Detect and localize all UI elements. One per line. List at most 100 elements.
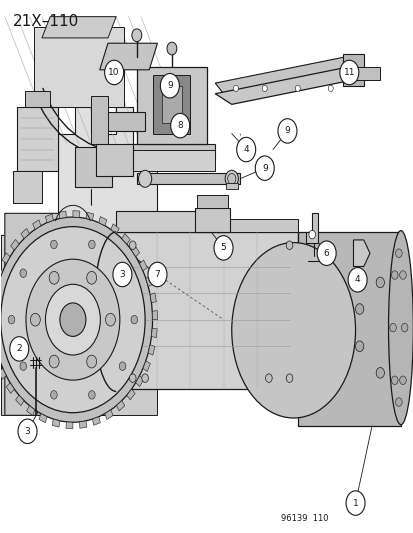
Circle shape xyxy=(104,60,123,85)
Circle shape xyxy=(86,271,96,284)
Circle shape xyxy=(147,262,166,287)
Circle shape xyxy=(113,262,132,287)
Circle shape xyxy=(328,85,332,92)
Text: 11: 11 xyxy=(343,68,354,77)
Circle shape xyxy=(131,316,137,324)
Polygon shape xyxy=(66,422,73,429)
Circle shape xyxy=(86,355,96,368)
Circle shape xyxy=(277,119,296,143)
Circle shape xyxy=(375,368,384,378)
Circle shape xyxy=(236,138,255,162)
Text: 8: 8 xyxy=(177,121,183,130)
Circle shape xyxy=(355,304,363,314)
Polygon shape xyxy=(225,182,237,189)
Circle shape xyxy=(339,60,358,85)
Polygon shape xyxy=(45,214,53,223)
Circle shape xyxy=(1,227,145,413)
Polygon shape xyxy=(26,406,35,416)
Text: 6: 6 xyxy=(323,249,329,258)
Circle shape xyxy=(45,284,100,355)
Polygon shape xyxy=(75,147,112,187)
Text: 2: 2 xyxy=(17,344,22,353)
Circle shape xyxy=(265,374,271,382)
Polygon shape xyxy=(137,173,240,184)
Polygon shape xyxy=(100,112,145,131)
Text: 9: 9 xyxy=(284,126,290,135)
Circle shape xyxy=(166,42,176,55)
Circle shape xyxy=(20,269,26,278)
Circle shape xyxy=(285,241,292,249)
Text: 5: 5 xyxy=(220,244,226,253)
Circle shape xyxy=(20,362,26,370)
Polygon shape xyxy=(17,107,58,171)
Circle shape xyxy=(285,374,292,382)
Polygon shape xyxy=(305,213,318,243)
Ellipse shape xyxy=(231,243,355,418)
Polygon shape xyxy=(227,219,297,232)
Circle shape xyxy=(353,279,363,292)
Polygon shape xyxy=(16,395,24,406)
Polygon shape xyxy=(142,361,150,372)
Circle shape xyxy=(119,362,126,370)
Text: 10: 10 xyxy=(108,68,120,77)
Polygon shape xyxy=(111,224,119,234)
Text: 4: 4 xyxy=(243,145,248,154)
Polygon shape xyxy=(353,240,369,266)
Circle shape xyxy=(255,156,273,180)
Text: 4: 4 xyxy=(354,275,360,284)
Circle shape xyxy=(391,271,397,279)
Circle shape xyxy=(391,376,397,384)
Circle shape xyxy=(30,313,40,326)
Circle shape xyxy=(88,240,95,249)
Text: 9: 9 xyxy=(261,164,267,173)
Polygon shape xyxy=(91,96,108,144)
Circle shape xyxy=(347,268,366,292)
Polygon shape xyxy=(95,144,133,176)
Polygon shape xyxy=(79,421,87,429)
Circle shape xyxy=(214,236,233,260)
Polygon shape xyxy=(1,373,157,415)
Polygon shape xyxy=(161,86,182,123)
Polygon shape xyxy=(131,246,139,257)
Polygon shape xyxy=(59,211,66,219)
Polygon shape xyxy=(215,67,363,104)
Polygon shape xyxy=(124,144,215,160)
Polygon shape xyxy=(150,293,156,303)
Polygon shape xyxy=(73,211,80,217)
Polygon shape xyxy=(11,239,19,250)
Polygon shape xyxy=(116,232,297,389)
Circle shape xyxy=(394,249,401,257)
Polygon shape xyxy=(116,401,125,411)
Circle shape xyxy=(26,259,119,380)
Circle shape xyxy=(308,230,315,239)
Polygon shape xyxy=(145,276,152,286)
Ellipse shape xyxy=(388,231,412,425)
Polygon shape xyxy=(196,195,227,208)
Polygon shape xyxy=(92,417,100,425)
Circle shape xyxy=(49,271,59,284)
Polygon shape xyxy=(342,54,363,86)
Circle shape xyxy=(60,303,85,336)
Text: 7: 7 xyxy=(154,270,160,279)
Polygon shape xyxy=(33,220,41,229)
Polygon shape xyxy=(39,414,47,423)
Polygon shape xyxy=(0,368,6,379)
Circle shape xyxy=(394,398,401,406)
Polygon shape xyxy=(124,150,215,171)
Circle shape xyxy=(105,313,115,326)
Polygon shape xyxy=(151,328,157,337)
Circle shape xyxy=(49,355,59,368)
Text: 1: 1 xyxy=(352,498,358,507)
Circle shape xyxy=(400,324,407,332)
Polygon shape xyxy=(139,260,147,271)
Circle shape xyxy=(138,170,151,187)
Polygon shape xyxy=(148,345,154,355)
Circle shape xyxy=(399,376,405,384)
Circle shape xyxy=(389,324,395,332)
Polygon shape xyxy=(21,229,29,239)
Polygon shape xyxy=(1,107,157,235)
Circle shape xyxy=(88,391,95,399)
Polygon shape xyxy=(99,216,107,225)
Text: 9: 9 xyxy=(166,81,172,90)
Polygon shape xyxy=(52,419,59,427)
